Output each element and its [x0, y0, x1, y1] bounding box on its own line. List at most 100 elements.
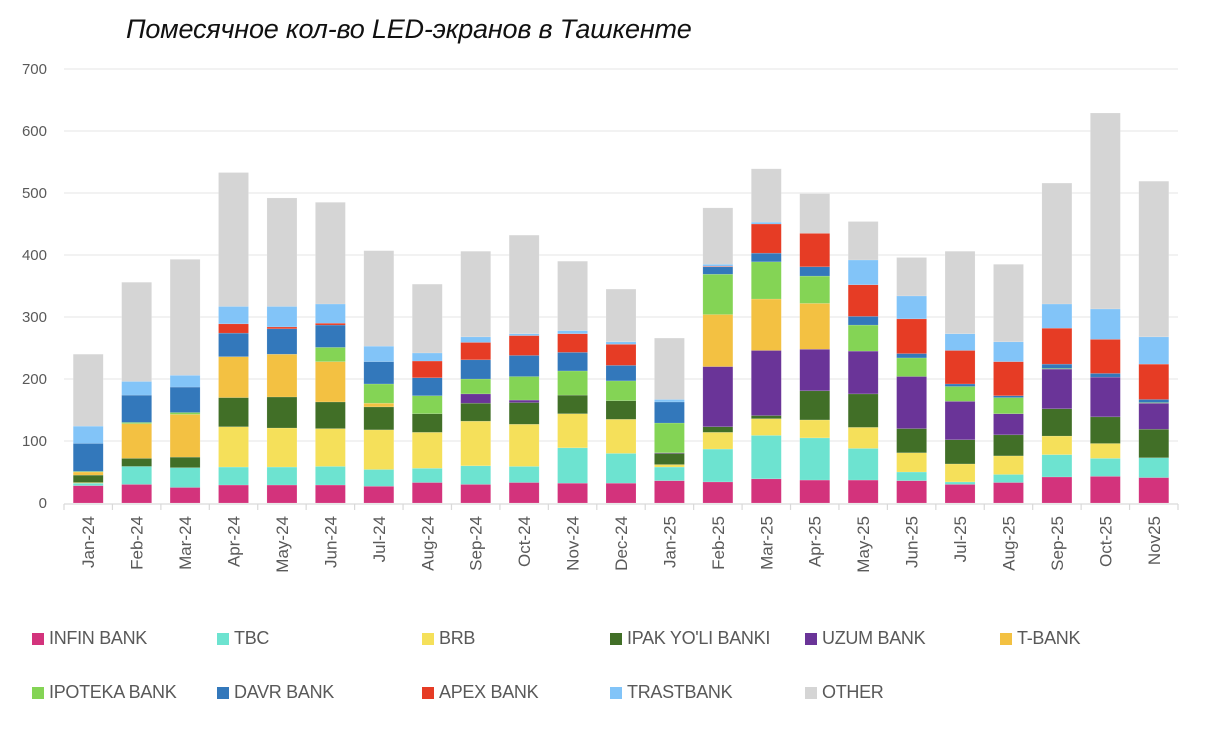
- legend-swatch: [217, 632, 229, 645]
- bar-segment-infin-bank-jan-25: [654, 480, 685, 504]
- bar-segment-brb-mar-25: [751, 418, 782, 436]
- bar-segment-davr-bank-jun-25: [896, 353, 927, 359]
- bar-segment-other-dec-24: [605, 288, 637, 343]
- legend-item-tbc[interactable]: TBC: [217, 628, 269, 649]
- x-tick-label: Jun-24: [321, 516, 340, 568]
- bar-segment-tbc-jan-25: [654, 466, 685, 481]
- bar-segment-apex-bank-jun-25: [896, 318, 927, 354]
- bar-segment-other-aug-25: [993, 264, 1024, 343]
- legend-label: UZUM BANK: [822, 628, 926, 648]
- legend-item-trastbank[interactable]: TRASTBANK: [610, 682, 733, 703]
- legend-item-other[interactable]: OTHER: [805, 682, 884, 703]
- legend-swatch: [422, 686, 434, 699]
- bar-segment-t-bank-apr-25: [799, 303, 830, 350]
- bar-segment-trastbank-jan-24: [72, 425, 104, 444]
- bar-segment-ipak-yo-li-banki-sep-25: [1041, 408, 1073, 437]
- bar-segment-apex-bank-nov-24: [557, 333, 588, 353]
- bar-segment-apex-bank-aug-25: [993, 361, 1024, 396]
- x-tick-label: Oct-24: [515, 516, 534, 567]
- bar-segment-infin-bank-dec-24: [605, 482, 637, 504]
- bar-stack-Jul-24: [363, 250, 395, 504]
- stacked-bar-chart: 0 100 200 300 400 500 600 700 Jan-24 Feb-24 Mar-2…: [22, 61, 1179, 573]
- bar-segment-ipak-yo-li-banki-jan-25: [654, 453, 685, 465]
- bar-segment-davr-bank-feb-25: [702, 266, 734, 275]
- bar-segment-infin-bank-oct-24: [508, 482, 540, 504]
- legend-label: BRB: [439, 628, 476, 648]
- legend-item-t-bank[interactable]: T-BANK: [1000, 628, 1081, 649]
- bar-segment-trastbank-mar-24: [169, 375, 201, 388]
- bar-segment-ipak-yo-li-banki-jun-24: [315, 401, 346, 429]
- bar-segment-infin-bank-jan-24: [72, 485, 104, 504]
- bar-segment-davr-bank-dec-24: [605, 365, 637, 382]
- bar-segment-apex-bank-oct-24: [508, 335, 540, 356]
- bar-segment-uzum-bank-oct-25: [1090, 376, 1121, 418]
- bar-segment-other-feb-25: [702, 207, 734, 265]
- bar-segment-trastbank-oct-24: [508, 333, 540, 336]
- bar-segment-other-jan-25: [654, 337, 685, 400]
- bar-segment-tbc-apr-24: [218, 466, 249, 486]
- bar-segment-ipak-yo-li-banki-jan-24: [72, 474, 104, 483]
- bar-stack-Sep-24: [460, 251, 491, 504]
- bar-segment-brb-may-25: [847, 427, 879, 449]
- y-tick-label: 0: [39, 495, 47, 512]
- bar-segment-uzum-bank-sep-25: [1041, 368, 1073, 410]
- bar-segment-tbc-feb-24: [121, 466, 152, 485]
- bar-segment-tbc-sep-25: [1041, 454, 1073, 478]
- legend-item-davr-bank[interactable]: DAVR BANK: [217, 682, 334, 703]
- bar-segment-tbc-nov-24: [557, 447, 588, 484]
- bar-segment-brb-jul-25: [944, 463, 976, 483]
- bar-segment-brb-dec-24: [605, 419, 637, 454]
- bar-segment-ipoteka-bank-may-25: [847, 324, 879, 352]
- legend-swatch: [805, 632, 817, 645]
- bar-segment-infin-bank-jun-25: [896, 480, 927, 504]
- bar-segment-infin-bank-mar-25: [751, 478, 782, 504]
- bar-segment-infin-bank-may-24: [266, 484, 298, 504]
- bar-segment-tbc-oct-25: [1090, 458, 1121, 477]
- x-tick-label: Jul-25: [951, 516, 970, 562]
- legend-row: INFIN BANK TBC BRB IPAK YO'LI BANKI UZUM BAN…: [32, 628, 1212, 682]
- legend-label: IPOTEKA BANK: [49, 682, 177, 702]
- bar-segment-apex-bank-nov25: [1138, 363, 1170, 400]
- legend-item-brb[interactable]: BRB: [422, 628, 475, 649]
- bar-segment-uzum-bank-oct-24: [508, 399, 540, 403]
- bar-segment-davr-bank-jul-24: [363, 361, 395, 385]
- legend-item-ipak-yo-li-banki[interactable]: IPAK YO'LI BANKI: [610, 628, 770, 649]
- bar-segment-infin-bank-sep-24: [460, 484, 491, 504]
- bar-segment-other-apr-25: [799, 193, 830, 234]
- legend-label: OTHER: [822, 682, 884, 702]
- bar-segment-brb-may-24: [266, 427, 298, 468]
- y-tick-label: 600: [22, 123, 47, 140]
- bar-segment-davr-bank-mar-25: [751, 252, 782, 263]
- bar-segment-apex-bank-apr-24: [218, 323, 249, 334]
- bar-segment-other-jul-25: [944, 251, 976, 334]
- legend-item-ipoteka-bank[interactable]: IPOTEKA BANK: [32, 682, 177, 703]
- legend-item-uzum-bank[interactable]: UZUM BANK: [805, 628, 926, 649]
- bar-segment-brb-sep-24: [460, 420, 491, 467]
- bar-segment-infin-bank-apr-24: [218, 484, 249, 504]
- bar-segment-brb-aug-24: [412, 432, 443, 469]
- bar-segment-t-bank-feb-25: [702, 314, 734, 367]
- x-tick-label: Feb-25: [709, 516, 728, 570]
- bar-segment-tbc-feb-25: [702, 448, 734, 483]
- y-tick-label: 200: [22, 371, 47, 388]
- bar-segment-uzum-bank-nov25: [1138, 402, 1170, 430]
- x-tick-label: Aug-25: [999, 516, 1018, 571]
- bar-segment-other-feb-24: [121, 282, 152, 382]
- legend-item-infin-bank[interactable]: INFIN BANK: [32, 628, 147, 649]
- bar-segment-davr-bank-aug-25: [993, 395, 1024, 398]
- y-tick-label: 300: [22, 309, 47, 326]
- bar-segment-other-jan-24: [72, 353, 104, 427]
- bar-segment-apex-bank-dec-24: [605, 344, 637, 366]
- legend-item-apex-bank[interactable]: APEX BANK: [422, 682, 539, 703]
- bar-segment-other-nov25: [1138, 180, 1170, 338]
- bar-segment-tbc-aug-25: [993, 474, 1024, 483]
- chart-title: Помесячное кол-во LED-экранов в Ташкенте: [126, 14, 692, 44]
- bar-segment-ipak-yo-li-banki-may-25: [847, 393, 879, 428]
- bar-segment-trastbank-aug-24: [412, 352, 443, 362]
- bar-segment-trastbank-dec-24: [605, 341, 637, 345]
- bar-segment-infin-bank-feb-24: [121, 484, 152, 504]
- x-tick-label: Apr-25: [806, 516, 825, 567]
- legend-label: IPAK YO'LI BANKI: [627, 628, 771, 648]
- bar-segment-ipoteka-bank-jan-25: [654, 422, 685, 454]
- bar-segment-brb-jul-24: [363, 429, 395, 470]
